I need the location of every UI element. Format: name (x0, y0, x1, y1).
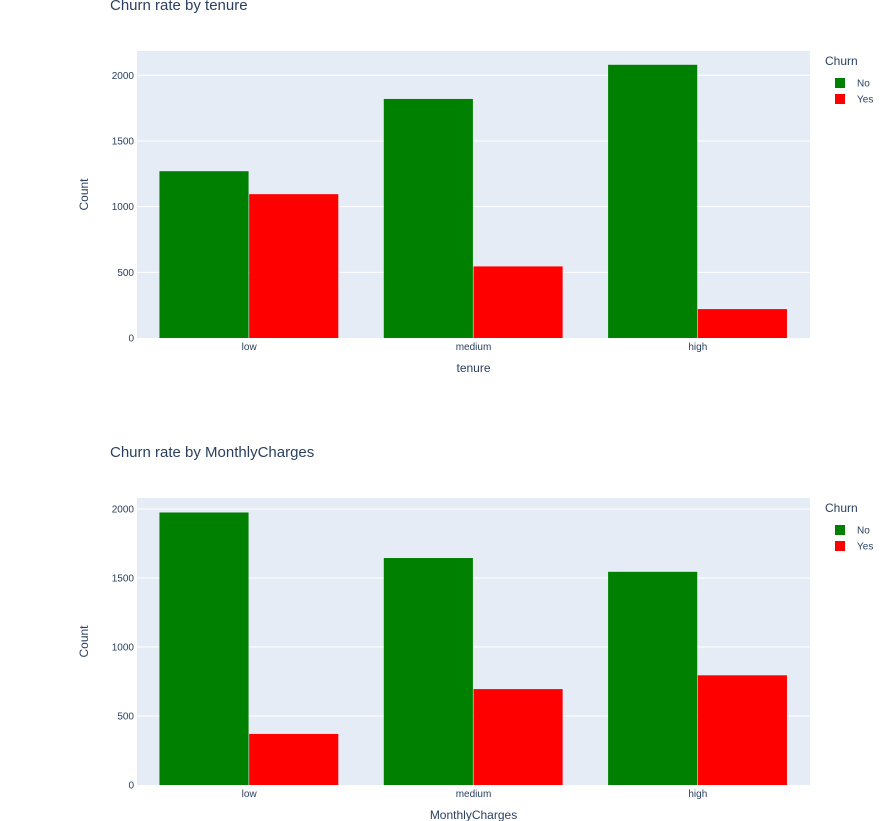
x-axis-label: tenure (456, 361, 490, 375)
bar-yes-low[interactable] (249, 194, 339, 338)
legend-swatch-no[interactable] (835, 525, 845, 535)
legend-title: Churn (825, 501, 858, 515)
y-tick-label: 500 (117, 268, 134, 279)
bar-yes-high[interactable] (697, 309, 787, 338)
x-tick-label: low (242, 342, 258, 353)
x-axis-label: MonthlyCharges (430, 808, 517, 821)
x-tick-label: low (242, 789, 258, 800)
chart-title: Churn rate by MonthlyCharges (110, 444, 314, 461)
y-tick-label: 1500 (112, 136, 135, 147)
y-axis-label: Count (77, 178, 91, 211)
bar-no-high[interactable] (608, 64, 698, 339)
y-tick-label: 0 (128, 334, 134, 345)
legend-label-yes[interactable]: Yes (857, 542, 873, 553)
legend-label-yes[interactable]: Yes (857, 95, 873, 106)
y-tick-label: 1500 (112, 574, 135, 585)
chart-title: Churn rate by tenure (110, 0, 248, 14)
y-tick-label: 2000 (112, 71, 135, 82)
legend-label-no[interactable]: No (857, 79, 870, 90)
y-tick-label: 500 (117, 712, 134, 723)
legend-swatch-no[interactable] (835, 78, 845, 88)
x-tick-label: high (688, 342, 707, 353)
y-tick-label: 1000 (112, 202, 135, 213)
legend-title: Churn (825, 54, 858, 68)
y-tick-label: 0 (128, 781, 134, 792)
y-tick-label: 1000 (112, 643, 135, 654)
bar-no-medium[interactable] (383, 558, 473, 785)
x-tick-label: medium (456, 342, 492, 353)
chart-tenure: Churn rate by tenure 0 500 1000 1500 2000 low m… (77, 0, 873, 375)
x-tick-label: high (688, 789, 707, 800)
y-tick-label: 2000 (112, 505, 135, 516)
bar-yes-medium[interactable] (473, 266, 563, 338)
legend-swatch-yes[interactable] (835, 94, 845, 104)
bar-no-high[interactable] (608, 571, 698, 785)
legend-swatch-yes[interactable] (835, 541, 845, 551)
bar-yes-medium[interactable] (473, 689, 563, 785)
bar-yes-low[interactable] (249, 733, 339, 785)
bar-no-medium[interactable] (383, 98, 473, 338)
y-axis-label: Count (77, 625, 91, 658)
chart-monthly-charges: Churn rate by MonthlyCharges 0 500 1000 1500… (77, 444, 873, 821)
legend-label-no[interactable]: No (857, 526, 870, 537)
x-tick-label: medium (456, 789, 492, 800)
bar-no-low[interactable] (159, 512, 249, 785)
bar-no-low[interactable] (159, 171, 249, 338)
bar-yes-high[interactable] (697, 675, 787, 785)
